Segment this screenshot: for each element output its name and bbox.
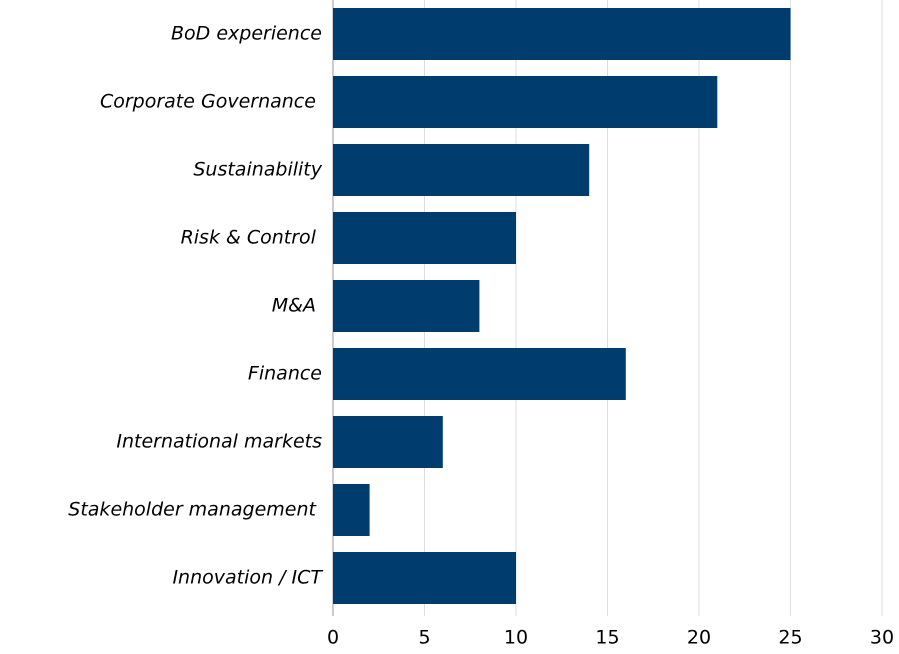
y-tick-label: Innovation / ICT [172, 567, 323, 589]
x-tick-label: 5 [418, 627, 430, 649]
y-tick-label: Finance [248, 363, 322, 385]
y-tick-label: International markets [116, 431, 322, 453]
bar [333, 76, 718, 128]
bar [333, 8, 791, 60]
bar [333, 280, 480, 332]
x-tick-label: 15 [595, 627, 619, 649]
x-tick-label: 20 [687, 627, 711, 649]
y-tick-label: Risk & Control [181, 227, 322, 249]
x-tick-label: 25 [778, 627, 802, 649]
y-tick-label: Stakeholder management [68, 499, 322, 521]
bar [333, 416, 443, 468]
bar [333, 552, 516, 604]
bar [333, 484, 370, 536]
x-tick-label: 30 [870, 627, 894, 649]
y-tick-label: M&A [272, 295, 322, 317]
y-tick-label: BoD experience [171, 23, 322, 45]
y-tick-label: Sustainability [193, 159, 322, 181]
x-tick-label: 0 [327, 627, 339, 649]
bar [333, 144, 590, 196]
bar [333, 212, 516, 264]
y-tick-label: Corporate Governance [100, 91, 322, 113]
x-tick-label: 10 [504, 627, 528, 649]
bar [333, 348, 626, 400]
